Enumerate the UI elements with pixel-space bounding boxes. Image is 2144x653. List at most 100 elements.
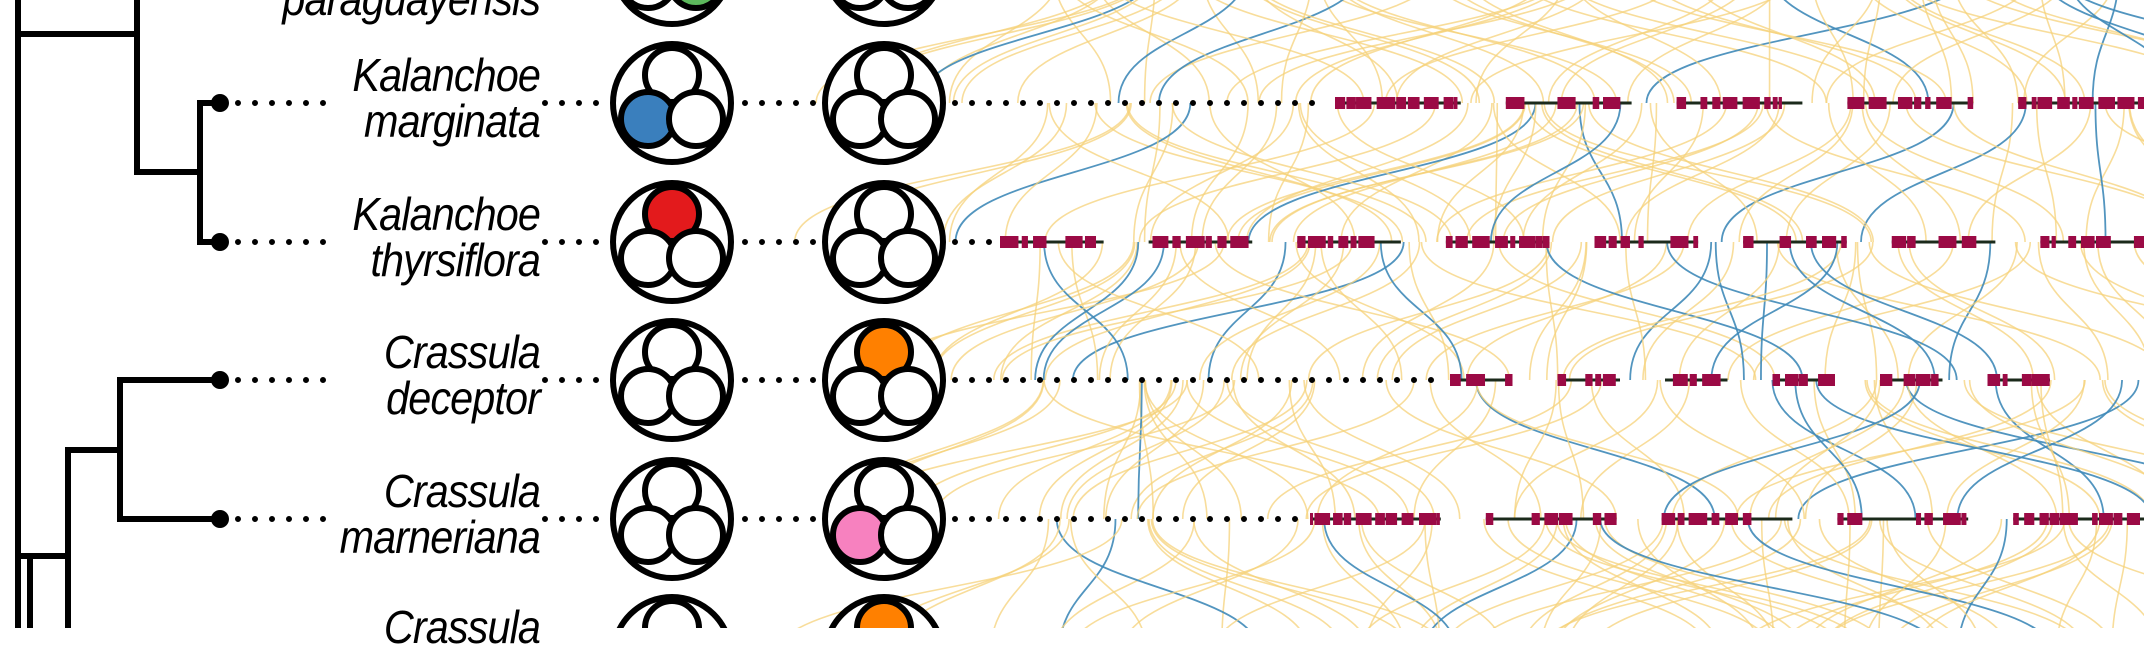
gene-block <box>1506 97 1525 109</box>
synteny-link <box>1233 380 1355 519</box>
synteny-link <box>1596 519 1805 628</box>
gene-block <box>1593 513 1601 525</box>
gene-block <box>1544 513 1558 525</box>
gene-block <box>1558 374 1567 386</box>
synteny-link <box>1648 103 1657 242</box>
marker-a <box>613 460 731 578</box>
gene-block <box>1904 374 1916 386</box>
gene-block <box>1780 236 1791 248</box>
gene-block <box>1961 513 1966 525</box>
marker-a <box>613 321 731 439</box>
gene-block <box>1186 236 1205 248</box>
synteny-link <box>1689 0 1875 103</box>
synteny-links <box>775 0 2144 628</box>
gene-block <box>1822 236 1836 248</box>
gene-block <box>1779 97 1782 109</box>
gene-block <box>1486 513 1493 525</box>
marker-sub-circle <box>881 369 935 423</box>
synteny-link <box>1296 242 1464 380</box>
gene-block <box>1743 236 1753 248</box>
synteny-link <box>1058 242 1258 380</box>
gene-block <box>1662 513 1676 525</box>
synteny-link <box>1643 0 1916 103</box>
synteny-link <box>1438 103 1524 242</box>
synteny-link <box>1365 519 1432 628</box>
gene-block <box>1543 236 1550 248</box>
species-genus: Crassula <box>180 604 540 650</box>
marker-sub-circle <box>881 508 935 562</box>
synteny-link <box>1209 242 1286 380</box>
species-genus: Crassula <box>180 329 540 375</box>
synteny-link <box>1099 242 1176 380</box>
gene-block <box>1690 374 1697 386</box>
gene-block <box>1585 374 1592 386</box>
synteny-link <box>2093 0 2120 103</box>
gene-block <box>1764 97 1770 109</box>
gene-block <box>1532 513 1540 525</box>
gene-block <box>1466 374 1485 386</box>
synteny-link <box>1377 242 1551 380</box>
gene-block <box>1638 236 1643 248</box>
gene-block <box>1424 97 1439 109</box>
gene-block <box>1346 97 1355 109</box>
gene-block <box>1152 236 1168 248</box>
gene-block <box>1402 513 1414 525</box>
gene-block <box>1931 374 1938 386</box>
marker-a <box>613 0 731 24</box>
gene-block <box>1172 236 1180 248</box>
gene-block <box>1712 97 1720 109</box>
species-label-deceptor: Crassula deceptor <box>180 329 540 421</box>
synteny-link <box>1919 0 1951 103</box>
gene-block <box>1916 513 1921 525</box>
synteny-link <box>1906 380 2144 519</box>
gene-block <box>1678 513 1685 525</box>
gene-block <box>1925 97 1930 109</box>
gene-block <box>2098 97 2115 109</box>
gene-block <box>2032 97 2037 109</box>
gene-block <box>2013 513 2019 525</box>
gene-block <box>1085 236 1096 248</box>
species-label-marginata: Kalanchoe marginata <box>180 52 540 144</box>
synteny-link <box>1688 103 1851 242</box>
gene-block <box>1022 236 1028 248</box>
gene-block <box>1907 236 1916 248</box>
gene-block <box>1892 236 1906 248</box>
species-label-marneriana: Crassula marneriana <box>180 468 540 560</box>
synteny-link <box>1626 242 1646 380</box>
synteny-link <box>1296 0 1573 103</box>
gene-block <box>1968 97 1974 109</box>
species-epithet: deceptor <box>180 375 540 421</box>
gene-block <box>1924 513 1932 525</box>
gene-block <box>1939 236 1957 248</box>
gene-block <box>1450 374 1461 386</box>
gene-block <box>1743 513 1752 525</box>
synteny-link <box>2031 380 2069 519</box>
gene-block <box>1670 236 1688 248</box>
synteny-link <box>1767 0 1928 103</box>
gene-block <box>1898 97 1912 109</box>
gene-block <box>1396 97 1406 109</box>
gene-block <box>1351 236 1357 248</box>
gene-block <box>1723 97 1738 109</box>
marker-sub-circle <box>669 92 723 146</box>
synteny-link <box>2024 0 2117 103</box>
marker-sub-circle <box>669 231 723 285</box>
gene-block <box>2068 236 2076 248</box>
gene-block <box>2050 513 2060 525</box>
gene-block <box>2060 513 2078 525</box>
gene-block <box>1505 374 1512 386</box>
synteny-link <box>1201 0 1258 103</box>
gene-block <box>1943 513 1961 525</box>
synteny-link <box>1145 103 1160 242</box>
gene-block <box>1841 236 1847 248</box>
gene-block <box>2040 513 2049 525</box>
presence-markers <box>613 0 943 628</box>
species-epithet: thyrsiflora <box>180 237 540 283</box>
gene-block <box>1595 374 1601 386</box>
gene-block <box>2081 236 2095 248</box>
gene-block <box>1595 236 1607 248</box>
marker-b <box>825 183 943 301</box>
gene-block <box>1988 374 2001 386</box>
synteny-link <box>1569 242 1872 380</box>
gene-block <box>2040 236 2049 248</box>
